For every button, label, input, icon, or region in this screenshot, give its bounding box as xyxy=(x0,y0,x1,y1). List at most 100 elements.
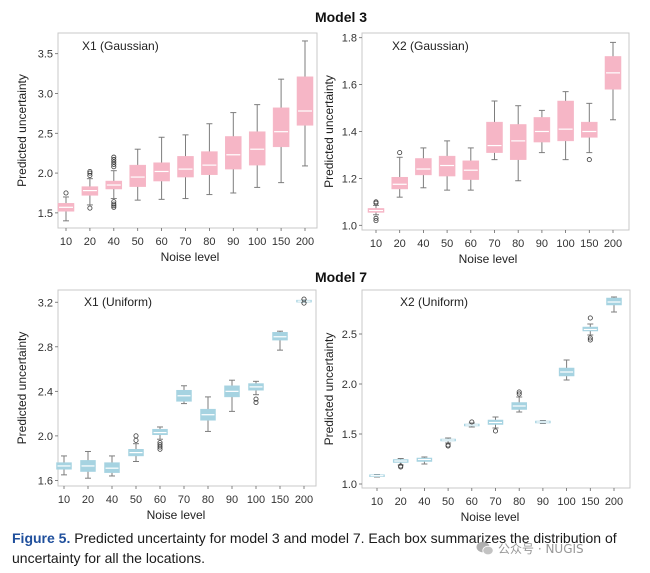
outlier-point xyxy=(587,315,593,321)
box-plot-50 xyxy=(438,140,456,191)
x-tick-label: 60 xyxy=(465,238,477,250)
outlier-point xyxy=(398,464,404,470)
x-tick-label: 20 xyxy=(395,496,407,508)
x-tick-label: 20 xyxy=(394,238,406,250)
box-iqr xyxy=(296,76,314,126)
outlier-point xyxy=(63,190,69,196)
box-plot-80 xyxy=(509,105,527,182)
y-tick-label: 1.2 xyxy=(342,173,357,185)
wechat-icon xyxy=(476,541,494,555)
x-tick-label: 40 xyxy=(418,496,430,508)
x-tick-label: 100 xyxy=(556,238,574,250)
box-plot-200 xyxy=(296,296,312,306)
x-tick-label: 200 xyxy=(604,238,622,250)
box-plot-80 xyxy=(200,396,216,432)
outlier-point xyxy=(587,335,593,341)
x-tick-label: 200 xyxy=(296,236,314,248)
box-iqr xyxy=(129,164,146,187)
y-tick-label: 1.4 xyxy=(342,127,357,139)
outlier-point xyxy=(586,157,592,163)
caption-label: Figure 5. xyxy=(12,530,71,546)
box-plot-200 xyxy=(296,40,314,167)
watermark-text: 公众号 · NUGIS xyxy=(498,541,584,556)
y-tick-label: 2.5 xyxy=(38,128,53,140)
x-tick-label: 70 xyxy=(179,236,191,248)
box-plot-150 xyxy=(272,330,288,351)
box-plot-40 xyxy=(416,456,433,465)
box-plot-10 xyxy=(56,455,72,476)
x-axis-label: Noise level xyxy=(147,508,206,522)
x-tick-label: 10 xyxy=(58,494,70,506)
outlier-point xyxy=(87,168,93,174)
outlier-point xyxy=(111,201,117,207)
x-tick-label: 80 xyxy=(203,236,215,248)
box-plot-150 xyxy=(582,315,599,343)
y-tick-label: 1.0 xyxy=(342,479,357,491)
outlier-point xyxy=(373,215,379,221)
y-tick-label: 1.6 xyxy=(342,80,357,92)
plot-frame xyxy=(361,289,631,489)
outlier-point xyxy=(111,157,117,163)
model-7-title: Model 7 xyxy=(314,269,368,285)
box-plot-70 xyxy=(487,416,504,434)
x-axis-label: Noise level xyxy=(459,252,518,266)
panel-title: X2 (Gaussian) xyxy=(392,39,469,53)
box-plot-20 xyxy=(391,150,408,198)
x-tick-label: 90 xyxy=(227,236,239,248)
outlier-point xyxy=(253,396,259,402)
box-plot-80 xyxy=(511,389,527,413)
y-tick-label: 1.5 xyxy=(38,208,53,220)
box-plot-100 xyxy=(248,380,264,405)
outlier-point xyxy=(587,337,593,343)
model-3-title: Model 3 xyxy=(314,9,368,25)
y-tick-label: 1.6 xyxy=(38,475,53,487)
y-tick-label: 2.8 xyxy=(38,342,53,354)
outlier-point xyxy=(133,433,139,439)
box-iqr xyxy=(225,136,242,170)
x-axis-label: Noise level xyxy=(161,250,220,264)
panel-model3-x1-gaussian: X1 (Gaussian) 1.5 2.0 2.5 3.0 3.5 Predicted un… xyxy=(15,32,318,264)
box-iqr xyxy=(201,151,218,175)
y-tick-label: 2.5 xyxy=(342,329,357,341)
outlier-point xyxy=(469,419,475,425)
x-tick-label: 150 xyxy=(271,494,289,506)
box-iqr xyxy=(557,100,574,142)
box-plot-50 xyxy=(128,433,144,462)
x-tick-label: 60 xyxy=(466,496,478,508)
box-plot-60 xyxy=(153,136,170,200)
x-tick-label: 90 xyxy=(226,494,238,506)
outlier-point xyxy=(111,204,117,210)
box-plot-40 xyxy=(104,455,120,477)
y-tick-label: 2.4 xyxy=(38,386,53,398)
box-plot-10 xyxy=(57,190,75,222)
panel-model3-x2-gaussian: X2 (Gaussian) 1.0 1.2 1.4 1.6 1.8 Predicted un… xyxy=(322,32,630,266)
panel-title: X1 (Gaussian) xyxy=(82,39,159,53)
outlier-point xyxy=(111,164,117,170)
x-tick-label: 80 xyxy=(202,494,214,506)
outlier-point xyxy=(111,203,117,209)
x-tick-label: 200 xyxy=(605,496,623,508)
box-plot-90 xyxy=(535,420,551,424)
x-tick-label: 50 xyxy=(130,494,142,506)
x-tick-label: 20 xyxy=(84,236,96,248)
outlier-point xyxy=(373,218,379,224)
box-plot-70 xyxy=(486,100,503,161)
box-plot-100 xyxy=(558,359,575,381)
box-plot-10 xyxy=(367,199,385,224)
x-tick-label: 40 xyxy=(106,494,118,506)
box-plot-50 xyxy=(129,148,146,201)
x-tick-label: 90 xyxy=(536,238,548,250)
x-tick-label: 40 xyxy=(108,236,120,248)
x-tick-label: 150 xyxy=(580,238,598,250)
box-plot-70 xyxy=(176,385,192,405)
y-axis-label: Predicted uncertainty xyxy=(322,333,336,446)
box-plot-70 xyxy=(177,134,194,200)
outlier-point xyxy=(516,389,522,395)
box-plot-90 xyxy=(225,112,242,194)
y-tick-label: 1.0 xyxy=(342,220,357,232)
box-plot-100 xyxy=(248,104,266,188)
x-tick-label: 70 xyxy=(489,496,501,508)
outlier-point xyxy=(111,161,117,167)
box-plot-figure: X1 (Gaussian) 1.5 2.0 2.5 3.0 3.5 Predicted un… xyxy=(15,32,631,524)
